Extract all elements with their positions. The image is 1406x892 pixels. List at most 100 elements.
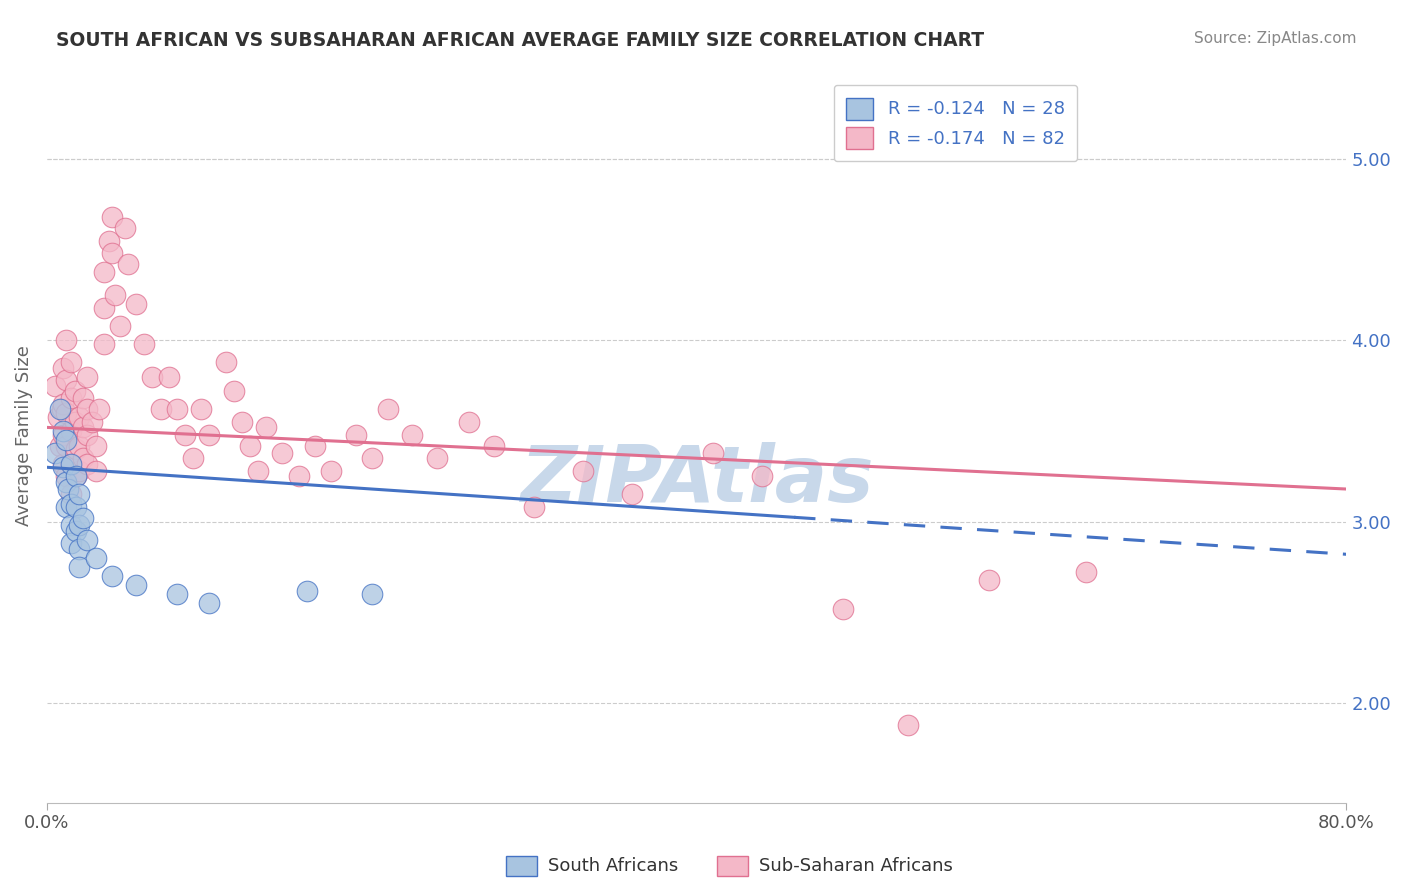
Point (93, 337, 115, 351)
Y-axis label: Average Family Size: Average Family Size (15, 345, 32, 526)
Point (67, 541, 90, 556)
Point (620, 487, 643, 501)
Point (304, 438, 326, 452)
Point (295, 583, 318, 598)
Point (55, 373, 77, 387)
Point (114, 221, 136, 235)
Point (55, 438, 77, 452)
Point (55, 406, 77, 420)
Point (377, 402, 399, 417)
Point (55, 475, 77, 489)
Point (572, 464, 595, 478)
Point (60, 457, 83, 471)
Point (60, 496, 83, 510)
Point (55, 469, 77, 483)
Point (117, 257, 139, 271)
Point (174, 427, 197, 442)
Point (60, 392, 83, 406)
Point (101, 569, 124, 583)
Point (831, 601, 853, 615)
Point (72, 511, 94, 525)
Point (65, 500, 87, 515)
Point (55, 334, 77, 348)
Point (55, 433, 77, 447)
Point (55, 500, 77, 515)
Point (97, 234, 120, 248)
Point (72, 451, 94, 466)
Point (76, 402, 98, 417)
Point (166, 587, 188, 601)
Point (67, 560, 90, 574)
Point (63, 415, 86, 429)
Point (72, 420, 94, 434)
Point (76, 427, 98, 442)
Point (108, 318, 131, 333)
Point (190, 402, 212, 417)
Point (60, 355, 83, 369)
Point (67, 409, 90, 424)
Point (254, 420, 277, 434)
Point (344, 427, 367, 442)
Point (76, 457, 98, 471)
Point (198, 427, 221, 442)
Point (82, 415, 104, 429)
Point (60, 424, 83, 438)
Point (76, 369, 98, 384)
Point (247, 464, 270, 478)
Point (65, 442, 87, 457)
Point (52, 360, 75, 375)
Point (60, 536, 83, 550)
Point (65, 469, 87, 483)
Point (72, 392, 94, 406)
Point (46, 409, 69, 424)
Point (231, 415, 253, 429)
Point (84, 550, 107, 565)
Point (104, 288, 127, 302)
Text: SOUTH AFRICAN VS SUBSAHARAN AFRICAN AVERAGE FAMILY SIZE CORRELATION CHART: SOUTH AFRICAN VS SUBSAHARAN AFRICAN AVER… (56, 31, 984, 50)
Point (482, 438, 505, 452)
Point (51, 402, 73, 417)
Point (751, 469, 773, 483)
Point (222, 384, 245, 399)
Point (65, 524, 87, 538)
Point (360, 587, 382, 601)
Point (67, 518, 90, 533)
Point (52, 424, 75, 438)
Text: South Africans: South Africans (548, 857, 679, 875)
Point (49, 402, 72, 417)
Point (458, 415, 481, 429)
Point (76, 533, 98, 547)
Point (166, 402, 188, 417)
Point (52, 457, 75, 471)
Point (60, 487, 83, 501)
Point (134, 337, 156, 351)
Point (125, 297, 148, 311)
Text: Sub-Saharan Africans: Sub-Saharan Africans (759, 857, 953, 875)
Point (52, 427, 75, 442)
Point (1076, 566, 1098, 580)
Point (125, 578, 148, 592)
Point (84, 464, 107, 478)
Point (360, 451, 382, 466)
Point (977, 573, 1000, 587)
Point (67, 464, 90, 478)
Point (60, 518, 83, 533)
Point (87, 402, 110, 417)
Point (60, 457, 83, 471)
Point (101, 246, 124, 260)
Point (157, 369, 180, 384)
Point (52, 460, 75, 475)
Point (271, 446, 294, 460)
Point (44, 446, 66, 460)
Point (523, 500, 546, 515)
Point (321, 464, 343, 478)
Point (56, 482, 79, 496)
Point (426, 451, 449, 466)
Point (198, 596, 221, 610)
Point (239, 438, 262, 452)
Point (101, 210, 124, 224)
Point (149, 402, 172, 417)
Point (67, 487, 90, 501)
Point (401, 427, 423, 442)
Point (897, 717, 920, 731)
